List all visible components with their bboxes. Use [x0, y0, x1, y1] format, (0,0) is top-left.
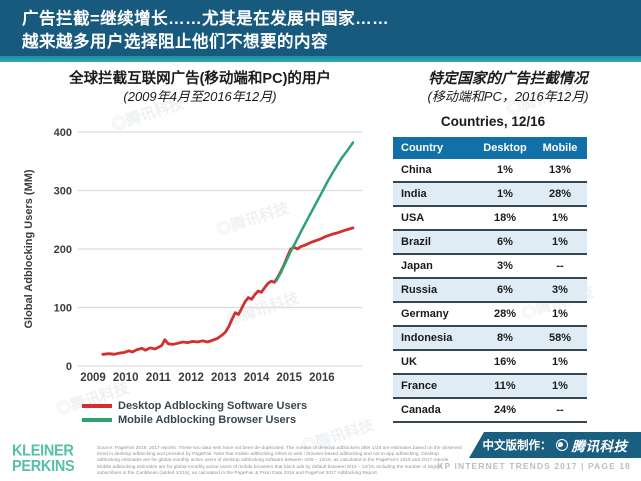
logo-line2: PERKINS — [12, 457, 75, 475]
country-cell: China — [401, 164, 432, 176]
table-row: France 11% 1% — [393, 375, 587, 399]
mobile-cell: -- — [556, 404, 564, 416]
x-tick-label: 2015 — [276, 372, 302, 384]
table-header-cell: Country — [401, 142, 444, 154]
country-cell: Brazil — [401, 236, 431, 248]
table-row: Japan 3% -- — [393, 255, 587, 279]
table-row: Germany 28% 1% — [393, 303, 587, 327]
x-tick-label: 2016 — [309, 372, 335, 384]
right-table-subtitle: (移动端和PC，2016年12月) — [427, 89, 589, 104]
desktop-cell: 1% — [497, 164, 513, 176]
desktop-cell: 11% — [494, 380, 516, 392]
chart-legend: Desktop Adblocking Software Users Mobile… — [82, 400, 307, 428]
country-cell: Russia — [401, 284, 438, 296]
table-row: Canada 24% -- — [393, 399, 587, 423]
table-header-row: Country Desktop Mobile — [393, 137, 587, 159]
country-cell: France — [401, 380, 438, 392]
country-cell: India — [401, 188, 427, 200]
mobile-cell: 1% — [552, 308, 568, 320]
country-cell: Canada — [401, 404, 441, 416]
desktop-line-swatch — [82, 404, 112, 408]
x-tick-label: 2009 — [80, 372, 106, 384]
table-header-cell: Mobile — [542, 142, 578, 154]
header-line2: 越来越多用户选择阻止他们不想要的内容 — [22, 33, 328, 52]
mobile-cell: 28% — [548, 188, 572, 200]
desktop-cell: 6% — [497, 284, 513, 296]
left-chart-title: 全球拦截互联网广告(移动端和PC)的用户 — [69, 71, 331, 87]
legend-item-mobile: Mobile Adblocking Browser Users — [82, 414, 307, 426]
adblocking-line-chart: 0 100 200 300 400 2009 2010 2011 2012 2013 2014 201… — [20, 118, 375, 403]
mobile-cell: -- — [556, 260, 564, 272]
table-row: Brazil 6% 1% — [393, 231, 587, 255]
page-footer-info: KP INTERNET TRENDS 2017 | PAGE 18 — [437, 461, 631, 471]
country-cell: USA — [401, 212, 425, 224]
y-axis-title: Global Adblocking Users (MM) — [23, 169, 35, 328]
series-line-desktop — [101, 226, 355, 356]
series-line-mobile — [274, 141, 355, 283]
desktop-cell: 18% — [493, 212, 517, 224]
table-row: India 1% 28% — [393, 183, 587, 207]
mobile-cell: 1% — [552, 236, 568, 248]
table-row: Russia 6% 3% — [393, 279, 587, 303]
slide-header: 广告拦截=继续增长……尤其是在发展中国家…… 越来越多用户选择阻止他们不想要的内… — [0, 0, 641, 56]
y-tick-label: 300 — [54, 186, 72, 198]
legend-item-desktop: Desktop Adblocking Software Users — [82, 400, 307, 412]
x-tick-label: 2011 — [146, 372, 172, 384]
kleiner-perkins-logo: KLEINER PERKINS — [12, 442, 75, 475]
line-chart-svg: 0 100 200 300 400 2009 2010 2011 2012 2013 2014 201… — [23, 127, 362, 384]
table-row: Indonesia 8% 58% — [393, 327, 587, 351]
y-tick-label: 100 — [54, 303, 72, 315]
table-header-cell: Desktop — [483, 142, 527, 154]
desktop-cell: 8% — [497, 332, 513, 344]
legend-label-desktop: Desktop Adblocking Software Users — [118, 400, 308, 412]
mobile-line-swatch — [82, 418, 112, 422]
table-row: China 1% 13% — [393, 159, 587, 183]
source-note: Source: PageFair 2015, 2017 reports. The… — [97, 446, 462, 476]
desktop-cell: 3% — [497, 260, 513, 272]
logo-line1: KLEINER — [12, 442, 74, 461]
mobile-cell: 58% — [548, 332, 572, 344]
credit-label: 中文版制作： — [482, 440, 552, 452]
mobile-cell: 1% — [552, 212, 568, 224]
right-table-title: 特定国家的广告拦截情况 — [428, 71, 588, 87]
legend-label-mobile: Mobile Adblocking Browser Users — [118, 414, 297, 426]
header-accent-strip — [0, 56, 641, 62]
mobile-cell: 13% — [548, 164, 572, 176]
header-line1: 广告拦截=继续增长……尤其是在发展中国家…… — [22, 10, 390, 28]
countries-table: Country Desktop Mobile China 1% 13% India 1% 28%… — [393, 137, 587, 423]
tencent-logo-icon — [555, 439, 568, 451]
desktop-cell: 24% — [493, 404, 517, 416]
desktop-cell: 16% — [493, 356, 517, 368]
x-tick-label: 2010 — [113, 372, 139, 384]
credit-banner: 中文版制作： 腾讯科技 — [469, 432, 641, 458]
desktop-cell: 1% — [497, 188, 513, 200]
desktop-cell: 6% — [497, 236, 513, 248]
x-tick-label: 2012 — [178, 372, 204, 384]
left-chart-subtitle: (2009年4月至2016年12月) — [123, 89, 277, 104]
mobile-cell: 1% — [552, 380, 568, 392]
table-row: USA 18% 1% — [393, 207, 587, 231]
countries-table-caption: Countries, 12/16 — [440, 114, 546, 129]
country-cell: Indonesia — [401, 332, 453, 344]
desktop-cell: 28% — [493, 308, 517, 320]
mobile-cell: 3% — [552, 284, 568, 296]
country-cell: Japan — [401, 260, 433, 272]
credit-brand: 腾讯科技 — [571, 439, 628, 454]
mobile-cell: 1% — [552, 356, 568, 368]
country-cell: UK — [401, 356, 417, 368]
y-tick-label: 0 — [66, 361, 72, 373]
y-tick-label: 400 — [54, 127, 72, 139]
x-tick-label: 2014 — [244, 372, 270, 384]
table-row: UK 16% 1% — [393, 351, 587, 375]
y-tick-label: 200 — [54, 244, 72, 256]
x-tick-label: 2013 — [211, 372, 237, 384]
country-cell: Germany — [401, 308, 449, 320]
